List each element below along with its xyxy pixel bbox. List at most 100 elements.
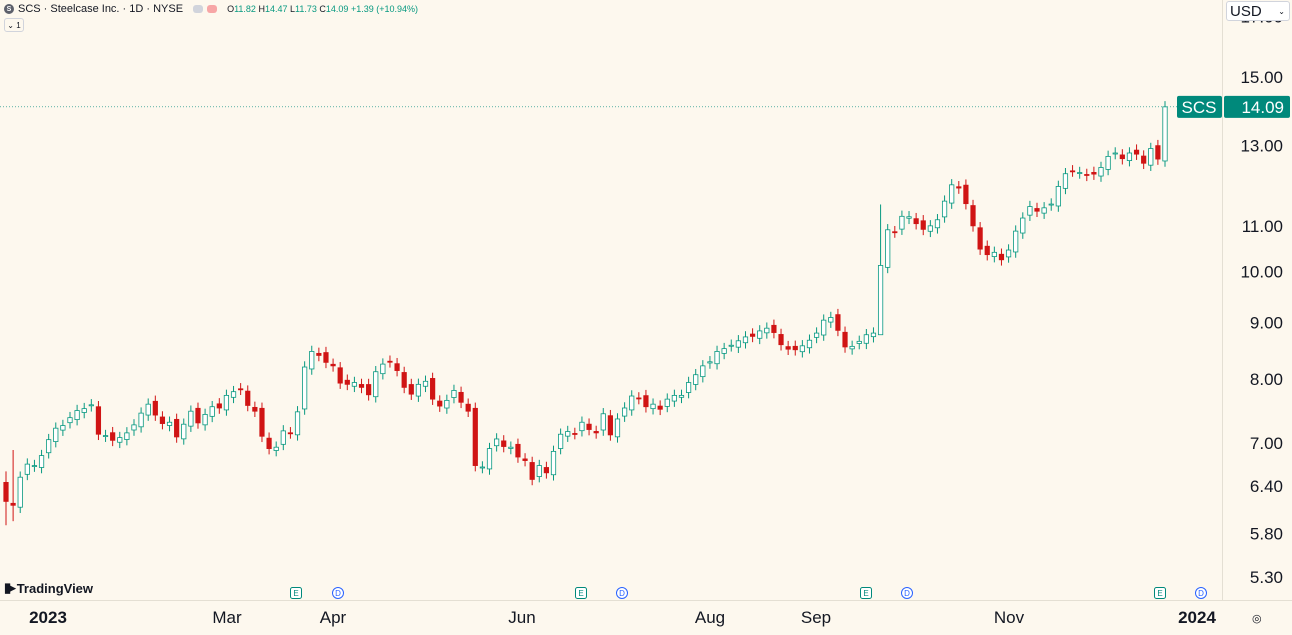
candle <box>152 395 158 421</box>
candle <box>358 378 365 394</box>
eye-icon[interactable] <box>193 5 204 13</box>
candle-body <box>885 229 891 268</box>
dividend-marker[interactable]: D <box>901 587 913 599</box>
candle-body <box>1034 208 1040 212</box>
candles <box>3 101 1168 526</box>
candle-body <box>536 465 542 477</box>
candle-body <box>323 352 329 363</box>
candle <box>159 411 166 430</box>
candle-body <box>202 414 208 426</box>
candle-body <box>110 432 116 441</box>
candle <box>906 211 912 225</box>
x-tick-label: Sep <box>801 608 831 627</box>
candle-body <box>60 425 66 431</box>
candle <box>1013 225 1019 258</box>
candle <box>1162 101 1168 167</box>
candle-body <box>828 317 834 323</box>
dividend-marker[interactable]: D <box>616 587 628 599</box>
earnings-marker[interactable]: E <box>290 587 302 599</box>
candle <box>721 342 727 360</box>
candle-body <box>1141 155 1147 164</box>
candle <box>586 418 592 436</box>
dividend-marker[interactable]: D <box>332 587 344 599</box>
candle <box>266 432 272 455</box>
x-tick-labels: 2023 Mar Apr Jun Aug Sep Nov 2024 <box>29 608 1216 627</box>
candle <box>821 314 827 341</box>
earnings-marker[interactable]: E <box>1154 587 1166 599</box>
earnings-marker[interactable]: E <box>575 587 587 599</box>
candle <box>742 331 749 349</box>
candle <box>885 224 891 274</box>
candle-body <box>956 186 962 189</box>
event-marker-label: E <box>293 589 298 598</box>
candle-body <box>813 332 820 338</box>
candle-body <box>728 344 734 347</box>
candle-body <box>337 367 343 384</box>
x-tick-label: 2023 <box>29 608 67 627</box>
candle <box>963 179 969 210</box>
candle <box>302 361 308 415</box>
candle <box>806 334 813 354</box>
candle-body <box>287 432 294 435</box>
candle-body <box>152 400 158 416</box>
candle-body <box>95 406 102 435</box>
candle <box>643 389 649 413</box>
candle-body <box>501 440 507 447</box>
candle <box>465 398 471 417</box>
badge-symbol: SCS <box>1182 98 1217 117</box>
candle-body <box>408 384 414 395</box>
candle-body <box>67 417 73 424</box>
candle <box>1105 150 1111 176</box>
candle-body <box>714 351 720 365</box>
y-tick-label: 6.40 <box>1250 477 1283 496</box>
candle <box>95 401 102 441</box>
candle <box>1020 212 1026 239</box>
candle <box>394 357 400 377</box>
collapse-legend-button[interactable]: ⌄ 1 <box>4 18 24 32</box>
x-tick-label: Nov <box>994 608 1025 627</box>
y-tick-label: 13.00 <box>1240 137 1283 156</box>
symbol-title[interactable]: SCS · Steelcase Inc. · 1D · NYSE <box>18 3 184 15</box>
candle-body <box>195 407 201 424</box>
candle-body <box>1027 206 1033 216</box>
candle <box>998 248 1005 266</box>
candle-body <box>842 331 848 348</box>
candle-body <box>899 215 905 230</box>
candle <box>1069 165 1076 177</box>
dividend-marker[interactable]: D <box>1195 587 1207 599</box>
change-value: +1.39 (+10.94%) <box>350 4 418 14</box>
candle-body <box>10 502 16 506</box>
candle <box>323 346 329 369</box>
candle <box>216 398 222 414</box>
candle-body <box>1005 249 1012 258</box>
candle <box>316 347 322 362</box>
settings-icon[interactable]: ◎ <box>1252 613 1262 625</box>
candle-body <box>422 380 429 387</box>
candle-body <box>643 395 649 408</box>
event-marker-label: D <box>1198 589 1204 598</box>
close-icon[interactable] <box>207 5 218 13</box>
currency-selector[interactable]: USD ⌄ <box>1226 1 1290 21</box>
candle <box>110 426 116 447</box>
candle <box>124 427 130 446</box>
candle-body <box>401 372 407 388</box>
candle <box>707 356 713 369</box>
candle <box>1005 244 1012 263</box>
candle <box>792 340 798 356</box>
candle <box>1119 149 1125 165</box>
chevron-down-icon: ⌄ <box>1278 6 1285 16</box>
price-axis-panel[interactable] <box>1222 0 1292 600</box>
candle-body <box>700 365 706 378</box>
x-tick-label: Mar <box>212 608 242 627</box>
candle <box>1112 147 1118 160</box>
collapse-count: 1 <box>16 20 21 30</box>
candle <box>622 402 628 422</box>
earnings-marker[interactable]: E <box>860 587 872 599</box>
candle <box>60 419 66 436</box>
candle <box>202 408 208 431</box>
candle-body <box>102 435 109 437</box>
candle <box>650 398 656 415</box>
tradingview-logo[interactable]: ▮▸ TradingView <box>4 580 93 596</box>
candle-body <box>53 427 59 442</box>
